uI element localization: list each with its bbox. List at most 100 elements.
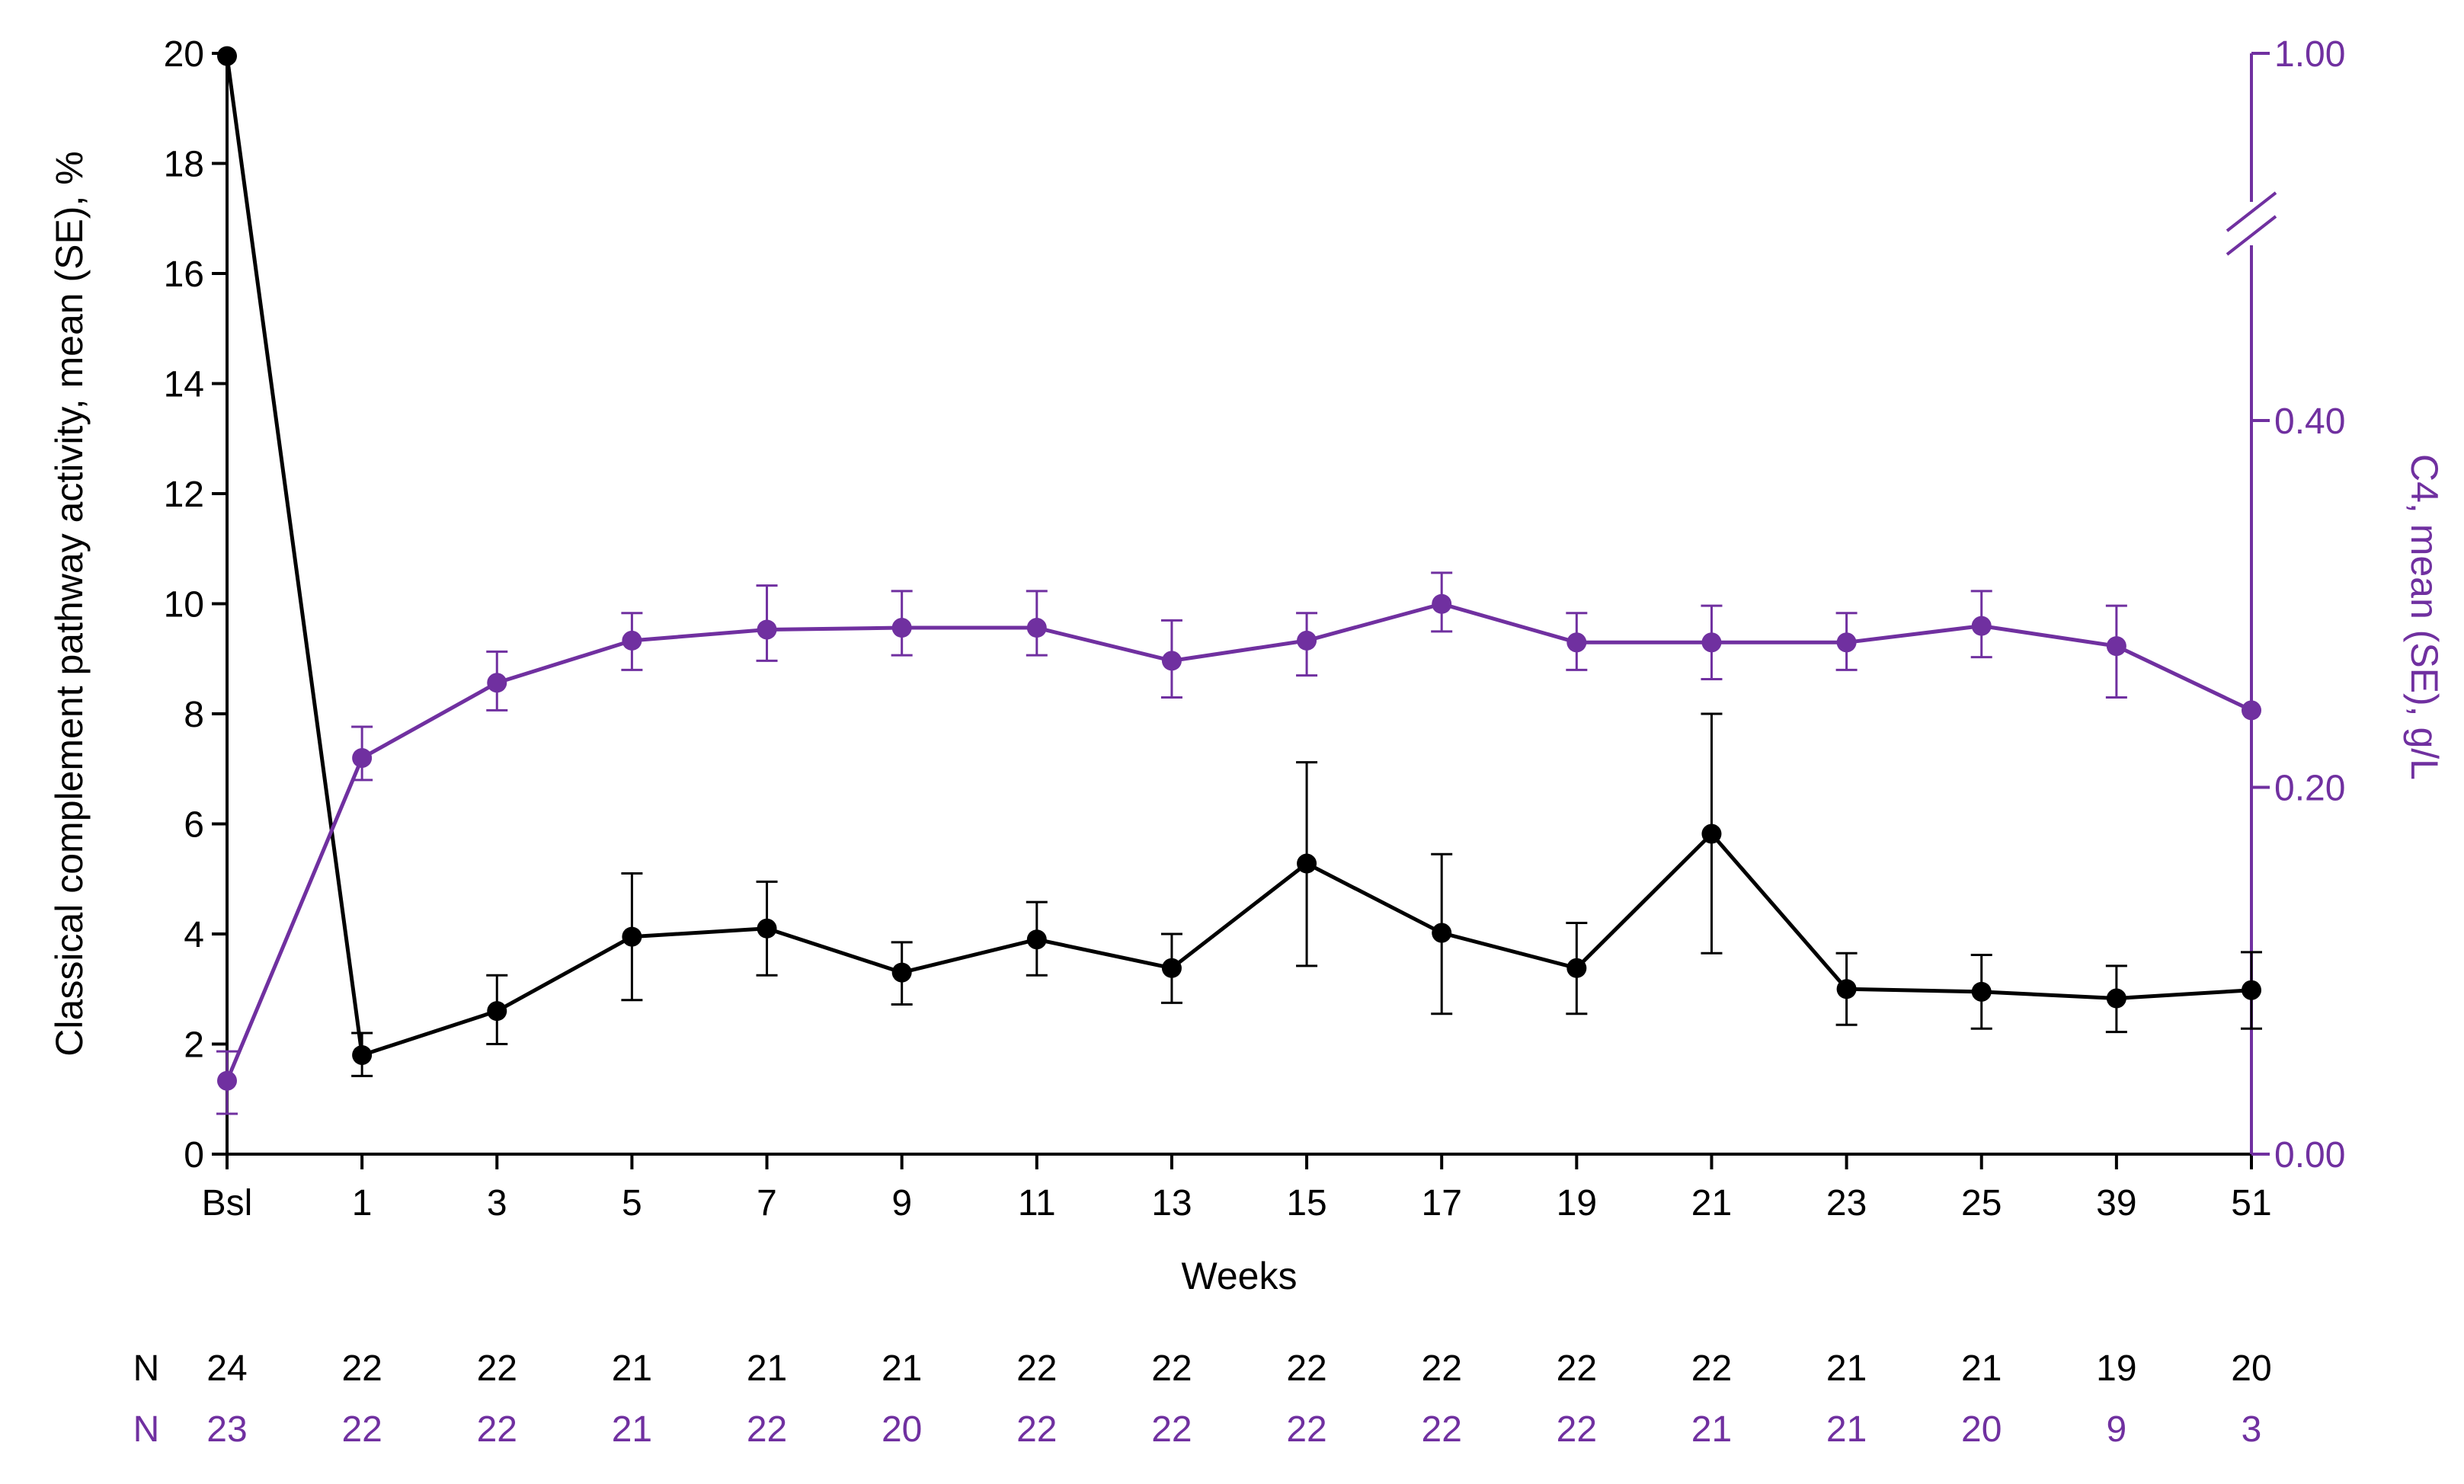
y-left-tick-label: 20: [164, 34, 204, 75]
x-tick-label: 21: [1691, 1183, 1732, 1223]
n-value: 22: [1557, 1348, 1597, 1389]
n-table: N 24 22 22 21 21 21 22 22 22 22 22 22 21 21 19 20 N 23 22 22…: [133, 1348, 2272, 1450]
x-tick-label: 5: [622, 1183, 642, 1223]
y-left-tick-label: 10: [164, 585, 204, 625]
n-value: 22: [747, 1409, 787, 1450]
data-point: [757, 918, 777, 939]
y-right-tick-label: 0.00: [2274, 1135, 2345, 1175]
n-value: 22: [341, 1348, 382, 1389]
axis-break-mark: [2226, 215, 2277, 256]
n-value: 20: [2231, 1348, 2271, 1389]
data-point: [1971, 981, 1992, 1002]
n-value: 23: [206, 1409, 247, 1450]
series-line: [225, 56, 2252, 1057]
x-tick-label: 25: [1961, 1183, 2002, 1223]
series-line: [225, 602, 2253, 1082]
data-point: [1161, 651, 1182, 671]
n-value: 22: [1151, 1348, 1192, 1389]
x-tick-label: 51: [2231, 1183, 2271, 1223]
x-tick-label: 23: [1826, 1183, 1867, 1223]
data-point: [1971, 616, 1992, 636]
data-point: [1026, 618, 1047, 638]
n-value: 22: [1691, 1348, 1732, 1389]
data-point: [1297, 853, 1317, 874]
data-point: [1566, 958, 1587, 978]
n-value: 22: [1422, 1348, 1462, 1389]
data-point: [1297, 630, 1317, 651]
data-point: [891, 962, 912, 983]
n-value: 22: [1151, 1409, 1192, 1450]
x-tick-label: 15: [1286, 1183, 1326, 1223]
y-right-tick-label: 1.00: [2274, 34, 2345, 75]
y-left-tick-label: 4: [184, 915, 204, 955]
data-point: [1566, 632, 1587, 653]
data-point: [487, 673, 507, 693]
data-point: [1432, 923, 1452, 943]
y-right-tick-label: 0.40: [2274, 401, 2345, 442]
x-tick-label: 11: [1018, 1183, 1056, 1223]
data-point: [1836, 632, 1857, 653]
y-left-tick-label: 2: [184, 1025, 204, 1066]
n-value: 9: [2107, 1409, 2127, 1450]
y-left-tick-label: 16: [164, 254, 204, 295]
data-point: [352, 1044, 373, 1065]
y-left-tick-label: 0: [184, 1135, 204, 1175]
data-point: [622, 926, 642, 947]
data-point: [1432, 593, 1452, 614]
data-point: [1161, 958, 1182, 978]
n-value: 21: [747, 1348, 787, 1389]
y-left-tick-label: 18: [164, 145, 204, 185]
n-value: 21: [1826, 1409, 1867, 1450]
n-value: 21: [612, 1348, 652, 1389]
x-tick-label: Bsl: [202, 1183, 253, 1223]
n-row-label: N: [133, 1409, 160, 1450]
n-value: 19: [2096, 1348, 2136, 1389]
series-1: [216, 571, 2261, 1115]
x-tick-label: 13: [1151, 1183, 1192, 1223]
data-point: [2242, 700, 2261, 721]
y-axis-left-label: Classical complement pathway activity, m…: [48, 151, 91, 1056]
data-point: [622, 630, 642, 651]
n-value: 21: [1691, 1409, 1732, 1450]
n-row-label: N: [133, 1348, 160, 1389]
n-value: 24: [206, 1348, 247, 1389]
data-point: [2242, 980, 2261, 1000]
x-tick-label: 19: [1557, 1183, 1597, 1223]
data-point: [1701, 632, 1722, 653]
y-axis-right-label: C4, mean (SE), g/L: [2403, 454, 2446, 780]
n-value: 21: [1961, 1348, 2002, 1389]
data-point: [2106, 636, 2126, 657]
n-value: 22: [1016, 1409, 1057, 1450]
y-left-tick-label: 6: [184, 805, 204, 846]
x-tick-label: 17: [1422, 1183, 1462, 1223]
n-value: 22: [1016, 1348, 1057, 1389]
n-value: 20: [1961, 1409, 2002, 1450]
n-value: 3: [2242, 1409, 2262, 1450]
n-value: 22: [1286, 1409, 1326, 1450]
n-value: 22: [477, 1409, 517, 1450]
x-tick-label: 39: [2096, 1183, 2136, 1223]
y-left-tick-label: 12: [164, 475, 204, 515]
data-point: [217, 1070, 237, 1091]
n-value: 21: [612, 1409, 652, 1450]
x-axis-label: Weeks: [1182, 1255, 1298, 1297]
data-point: [891, 618, 912, 638]
series-0: [217, 46, 2262, 1077]
n-value: 20: [882, 1409, 922, 1450]
n-value: 22: [1422, 1409, 1462, 1450]
n-value: 22: [341, 1409, 382, 1450]
n-value: 22: [1286, 1348, 1326, 1389]
y-left-tick-label: 14: [164, 365, 204, 405]
data-point: [352, 747, 373, 768]
n-value: 21: [1826, 1348, 1867, 1389]
x-tick-label: 1: [352, 1183, 373, 1223]
data-point: [1836, 979, 1857, 999]
n-value: 22: [1557, 1409, 1597, 1450]
data-point: [1026, 929, 1047, 950]
chart-marks: [216, 46, 2262, 1115]
data-point: [2106, 988, 2126, 1009]
n-value: 21: [882, 1348, 922, 1389]
n-value: 22: [477, 1348, 517, 1389]
